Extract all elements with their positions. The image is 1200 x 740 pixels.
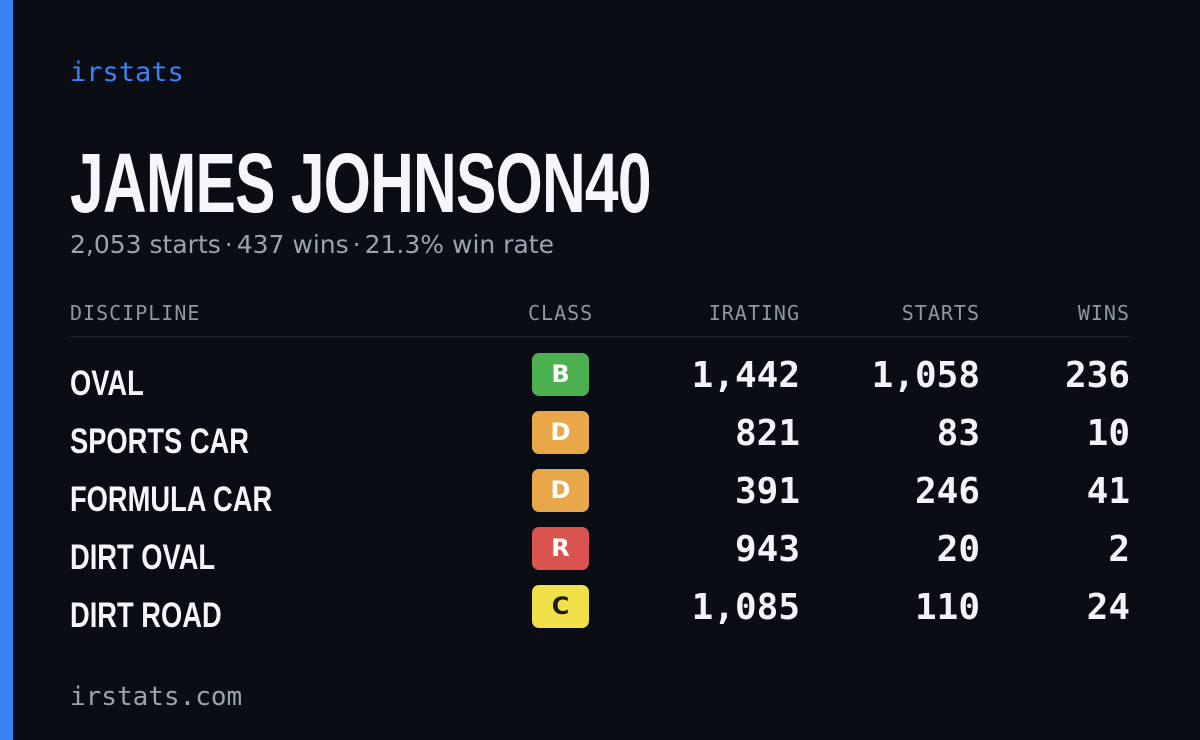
wins-value: 41 (1086, 471, 1130, 512)
table-body: OVAL B 1,442 1,058 236 SPORTS CAR D 821 … (70, 353, 1130, 643)
total-starts: 2,053 starts (70, 230, 221, 259)
accent-bar (0, 0, 13, 740)
summary-separator: · (224, 230, 233, 259)
table-row: DIRT OVAL R 943 20 2 (70, 527, 1130, 585)
player-summary: 2,053 starts · 437 wins · 21.3% win rate (70, 228, 554, 262)
discipline-name: DIRT OVAL (70, 538, 216, 577)
total-wins: 437 wins (236, 230, 349, 259)
footer-url: irstats.com (70, 682, 243, 712)
starts-value: 83 (936, 413, 980, 454)
starts-value: 110 (914, 587, 980, 628)
wins-value: 236 (1064, 355, 1130, 396)
discipline-name: OVAL (70, 364, 144, 403)
irating-value: 1,085 (691, 587, 800, 628)
table-row: FORMULA CAR D 391 246 41 (70, 469, 1130, 527)
header-irating: IRATING (708, 301, 800, 325)
irating-value: 1,442 (691, 355, 800, 396)
irating-value: 943 (734, 529, 800, 570)
stats-table: DISCIPLINE CLASS IRATING STARTS WINS OVA… (70, 298, 1130, 643)
table-row: DIRT ROAD C 1,085 110 24 (70, 585, 1130, 643)
table-header: DISCIPLINE CLASS IRATING STARTS WINS (70, 298, 1130, 337)
win-rate: 21.3% win rate (364, 230, 554, 259)
class-badge: D (532, 411, 589, 454)
wins-value: 24 (1086, 587, 1130, 628)
header-class: CLASS (528, 301, 594, 325)
header-discipline: DISCIPLINE (70, 301, 201, 325)
wins-value: 10 (1086, 413, 1130, 454)
starts-value: 20 (936, 529, 980, 570)
header-starts: STARTS (901, 301, 980, 325)
class-badge: B (532, 353, 589, 396)
irating-value: 821 (734, 413, 800, 454)
discipline-name: SPORTS CAR (70, 422, 249, 461)
irating-value: 391 (734, 471, 800, 512)
starts-value: 1,058 (871, 355, 980, 396)
summary-separator: · (352, 230, 361, 259)
discipline-name: DIRT ROAD (70, 596, 222, 635)
table-row: OVAL B 1,442 1,058 236 (70, 353, 1130, 411)
brand-logo: irstats (70, 57, 184, 88)
header-wins: WINS (1077, 301, 1130, 325)
class-badge: R (532, 527, 589, 570)
table-row: SPORTS CAR D 821 83 10 (70, 411, 1130, 469)
class-badge: D (532, 469, 589, 512)
starts-value: 246 (914, 471, 980, 512)
class-badge: C (532, 585, 589, 628)
wins-value: 2 (1108, 529, 1130, 570)
discipline-name: FORMULA CAR (70, 480, 273, 519)
page-title: JAMES JOHNSON40 (70, 136, 651, 230)
